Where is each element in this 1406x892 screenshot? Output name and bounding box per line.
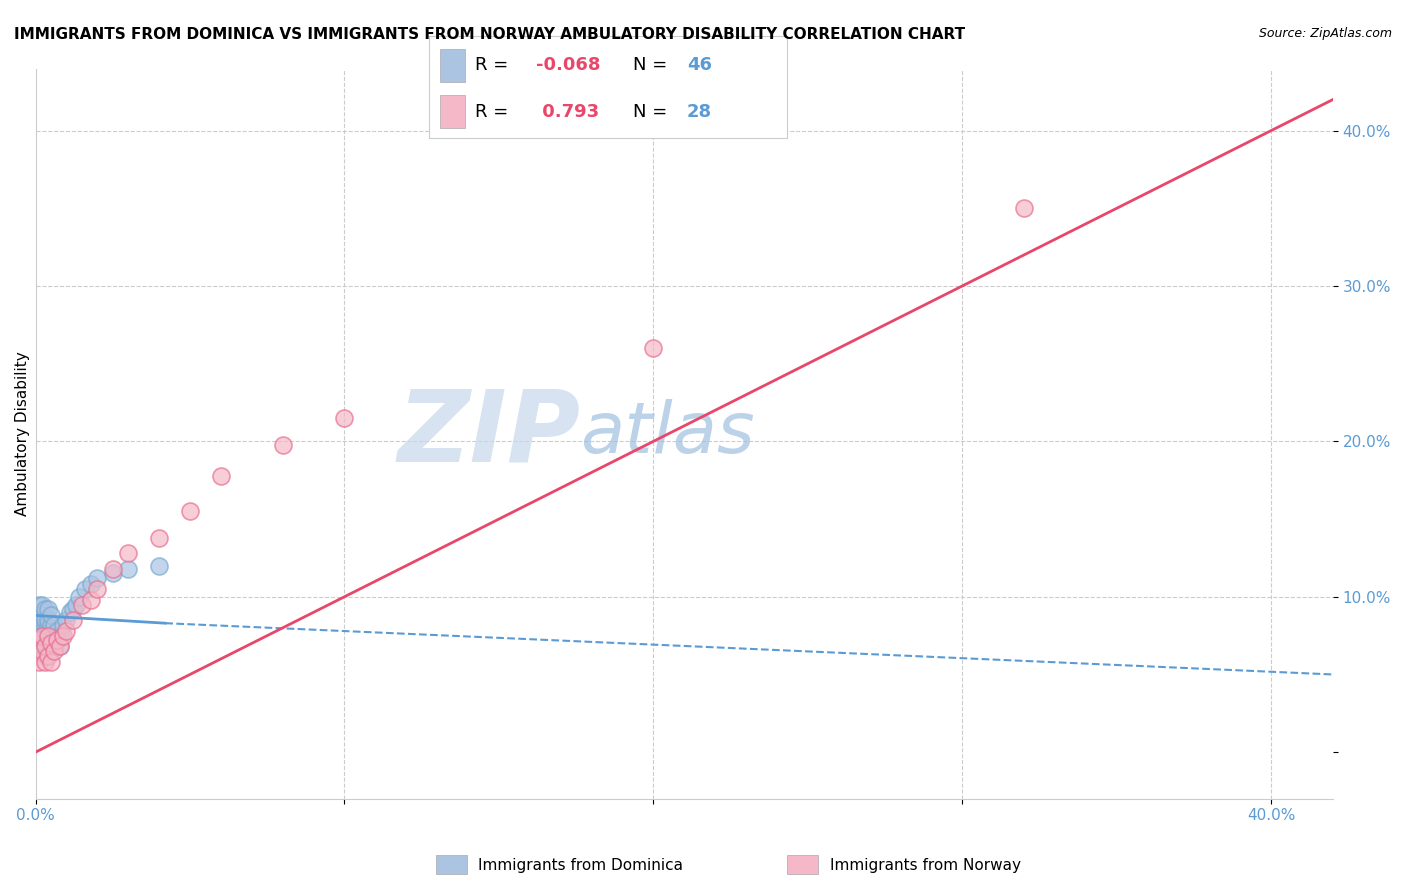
Point	[49, 640, 72, 654]
Point	[117, 562, 139, 576]
Point	[73, 582, 96, 596]
Point	[86, 571, 108, 585]
Point	[37, 633, 59, 648]
Point	[34, 602, 56, 616]
Point	[333, 411, 356, 425]
Point	[49, 640, 72, 654]
Point	[34, 613, 56, 627]
Text: R =: R =	[475, 103, 509, 120]
Text: N =: N =	[633, 103, 668, 120]
Point	[39, 633, 62, 648]
Text: Immigrants from Norway: Immigrants from Norway	[830, 858, 1021, 872]
Point	[34, 640, 56, 654]
Point	[52, 617, 75, 632]
Point	[65, 598, 87, 612]
Point	[39, 624, 62, 638]
FancyBboxPatch shape	[440, 95, 464, 128]
Text: Immigrants from Dominica: Immigrants from Dominica	[478, 858, 683, 872]
Point	[39, 640, 62, 654]
Point	[42, 640, 65, 654]
Point	[179, 504, 201, 518]
Point	[67, 590, 90, 604]
Point	[31, 629, 53, 643]
Point	[27, 655, 49, 669]
Text: Source: ZipAtlas.com: Source: ZipAtlas.com	[1258, 27, 1392, 40]
Point	[271, 437, 294, 451]
Point	[39, 617, 62, 632]
Point	[39, 655, 62, 669]
Point	[209, 468, 232, 483]
Point	[42, 644, 65, 658]
Point	[58, 605, 80, 619]
Point	[80, 577, 103, 591]
Point	[34, 617, 56, 632]
FancyBboxPatch shape	[440, 49, 464, 82]
Point	[31, 617, 53, 632]
Point	[62, 613, 84, 627]
Point	[46, 633, 69, 648]
Point	[27, 633, 49, 648]
Point	[62, 602, 84, 616]
Point	[34, 640, 56, 654]
Point	[55, 613, 77, 627]
Point	[80, 593, 103, 607]
Point	[37, 644, 59, 658]
Point	[148, 531, 170, 545]
Y-axis label: Ambulatory Disability: Ambulatory Disability	[15, 351, 30, 516]
Point	[27, 617, 49, 632]
Point	[31, 608, 53, 623]
Point	[42, 629, 65, 643]
Text: atlas: atlas	[581, 399, 755, 468]
Text: N =: N =	[633, 56, 668, 74]
Text: 0.793: 0.793	[537, 103, 599, 120]
Point	[39, 636, 62, 650]
Point	[34, 648, 56, 663]
Point	[101, 566, 124, 581]
Point	[148, 558, 170, 573]
Point	[37, 624, 59, 638]
Point	[101, 562, 124, 576]
Point	[31, 629, 53, 643]
Point	[86, 582, 108, 596]
Point	[52, 629, 75, 643]
Point	[31, 644, 53, 658]
Point	[39, 644, 62, 658]
Point	[34, 624, 56, 638]
Point	[37, 648, 59, 663]
Point	[46, 624, 69, 638]
Point	[37, 602, 59, 616]
Point	[1012, 202, 1035, 216]
Text: -0.068: -0.068	[537, 56, 600, 74]
Point	[55, 624, 77, 638]
Point	[39, 608, 62, 623]
Point	[31, 640, 53, 654]
Point	[34, 633, 56, 648]
Point	[42, 617, 65, 632]
Point	[49, 629, 72, 643]
Point	[37, 613, 59, 627]
Point	[46, 633, 69, 648]
Point	[37, 617, 59, 632]
Point	[117, 546, 139, 560]
Text: R =: R =	[475, 56, 509, 74]
Point	[34, 655, 56, 669]
Point	[643, 341, 665, 355]
Text: IMMIGRANTS FROM DOMINICA VS IMMIGRANTS FROM NORWAY AMBULATORY DISABILITY CORRELA: IMMIGRANTS FROM DOMINICA VS IMMIGRANTS F…	[14, 27, 965, 42]
Point	[31, 598, 53, 612]
Point	[27, 629, 49, 643]
Text: 28: 28	[688, 103, 711, 120]
Text: 46: 46	[688, 56, 711, 74]
Point	[27, 598, 49, 612]
Point	[37, 629, 59, 643]
Point	[70, 598, 93, 612]
Text: ZIP: ZIP	[398, 385, 581, 483]
